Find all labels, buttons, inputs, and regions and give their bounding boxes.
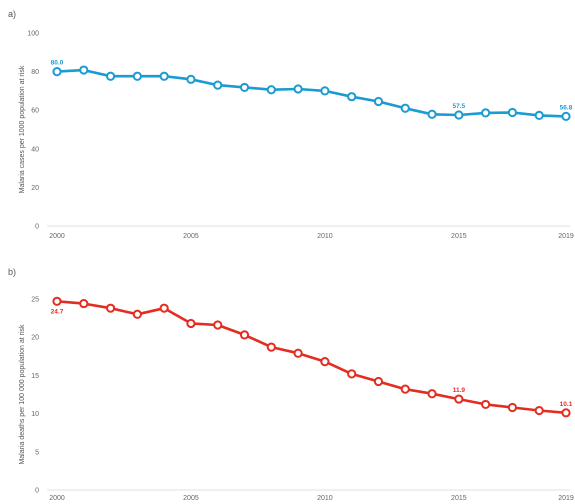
data-label: 11.9 bbox=[453, 387, 466, 394]
data-point bbox=[239, 82, 250, 93]
data-point bbox=[132, 71, 142, 81]
data-point bbox=[239, 330, 250, 340]
data-point bbox=[186, 74, 196, 84]
x-tick-label: 2019 bbox=[558, 233, 574, 240]
data-point bbox=[159, 303, 169, 313]
data-point bbox=[320, 357, 330, 367]
x-tick-label: 2010 bbox=[317, 233, 333, 240]
panel-label: b) bbox=[8, 267, 16, 277]
data-point bbox=[373, 96, 384, 107]
data-point bbox=[427, 389, 437, 399]
data-label: 10.1 bbox=[560, 401, 573, 408]
data-point bbox=[400, 103, 410, 113]
data-point bbox=[186, 318, 196, 329]
data-point bbox=[481, 108, 491, 118]
y-tick-label: 0 bbox=[35, 488, 39, 495]
chart-panel-a: a) Malaria cases per 1000 population at r… bbox=[8, 9, 574, 240]
data-point bbox=[534, 110, 544, 121]
data-point bbox=[52, 67, 62, 77]
x-tick-label: 2010 bbox=[317, 495, 333, 502]
y-tick-label: 15 bbox=[31, 373, 39, 380]
data-point bbox=[400, 384, 410, 394]
y-tick-label: 20 bbox=[31, 335, 39, 342]
y-tick-label: 40 bbox=[31, 146, 39, 153]
data-label: 80.0 bbox=[51, 60, 64, 67]
y-tick-label: 60 bbox=[31, 108, 39, 115]
x-tick-label: 2015 bbox=[451, 495, 467, 502]
data-label: 56.8 bbox=[560, 104, 573, 111]
data-point bbox=[105, 71, 116, 81]
y-axis-title: Malaria deaths per 100 000 population at… bbox=[19, 324, 26, 465]
data-point bbox=[159, 71, 169, 81]
chart-panel-b: b) Malaria deaths per 100 000 population … bbox=[8, 267, 574, 502]
x-tick-label: 2005 bbox=[183, 495, 199, 502]
y-tick-label: 100 bbox=[27, 31, 39, 38]
data-point bbox=[347, 92, 357, 102]
data-point bbox=[213, 320, 223, 330]
y-axis-title: Malaria cases per 1000 population at ris… bbox=[19, 65, 26, 193]
x-tick-label: 2000 bbox=[49, 233, 65, 240]
data-point bbox=[105, 303, 116, 313]
data-point bbox=[132, 309, 142, 319]
panel-label: a) bbox=[8, 9, 16, 19]
data-point bbox=[454, 110, 464, 120]
y-tick-label: 25 bbox=[31, 297, 39, 304]
x-tick-label: 2000 bbox=[49, 495, 65, 502]
data-point bbox=[52, 296, 62, 306]
data-point bbox=[561, 408, 571, 418]
data-point bbox=[481, 399, 491, 410]
data-point bbox=[373, 376, 384, 387]
data-point bbox=[534, 405, 544, 416]
data-point bbox=[320, 86, 330, 96]
x-tick-label: 2015 bbox=[451, 233, 467, 240]
data-point bbox=[293, 348, 303, 358]
data-point bbox=[79, 298, 89, 309]
series-line bbox=[56, 300, 567, 415]
data-point bbox=[213, 80, 223, 90]
data-point bbox=[507, 107, 518, 118]
data-point bbox=[454, 394, 464, 404]
data-point bbox=[347, 369, 357, 379]
data-point bbox=[266, 85, 276, 95]
y-tick-label: 20 bbox=[31, 185, 39, 192]
data-point bbox=[266, 342, 276, 352]
data-point bbox=[427, 109, 437, 119]
y-tick-label: 5 bbox=[35, 449, 39, 456]
y-tick-label: 80 bbox=[31, 69, 39, 76]
x-tick-label: 2005 bbox=[183, 233, 199, 240]
data-label: 24.7 bbox=[51, 308, 64, 315]
data-point bbox=[561, 111, 571, 121]
y-tick-label: 10 bbox=[31, 411, 39, 418]
data-point bbox=[507, 402, 518, 413]
data-point bbox=[293, 84, 303, 94]
y-tick-label: 0 bbox=[35, 224, 39, 231]
x-tick-label: 2019 bbox=[558, 495, 574, 502]
data-label: 57.5 bbox=[453, 103, 466, 110]
data-point bbox=[79, 65, 89, 75]
